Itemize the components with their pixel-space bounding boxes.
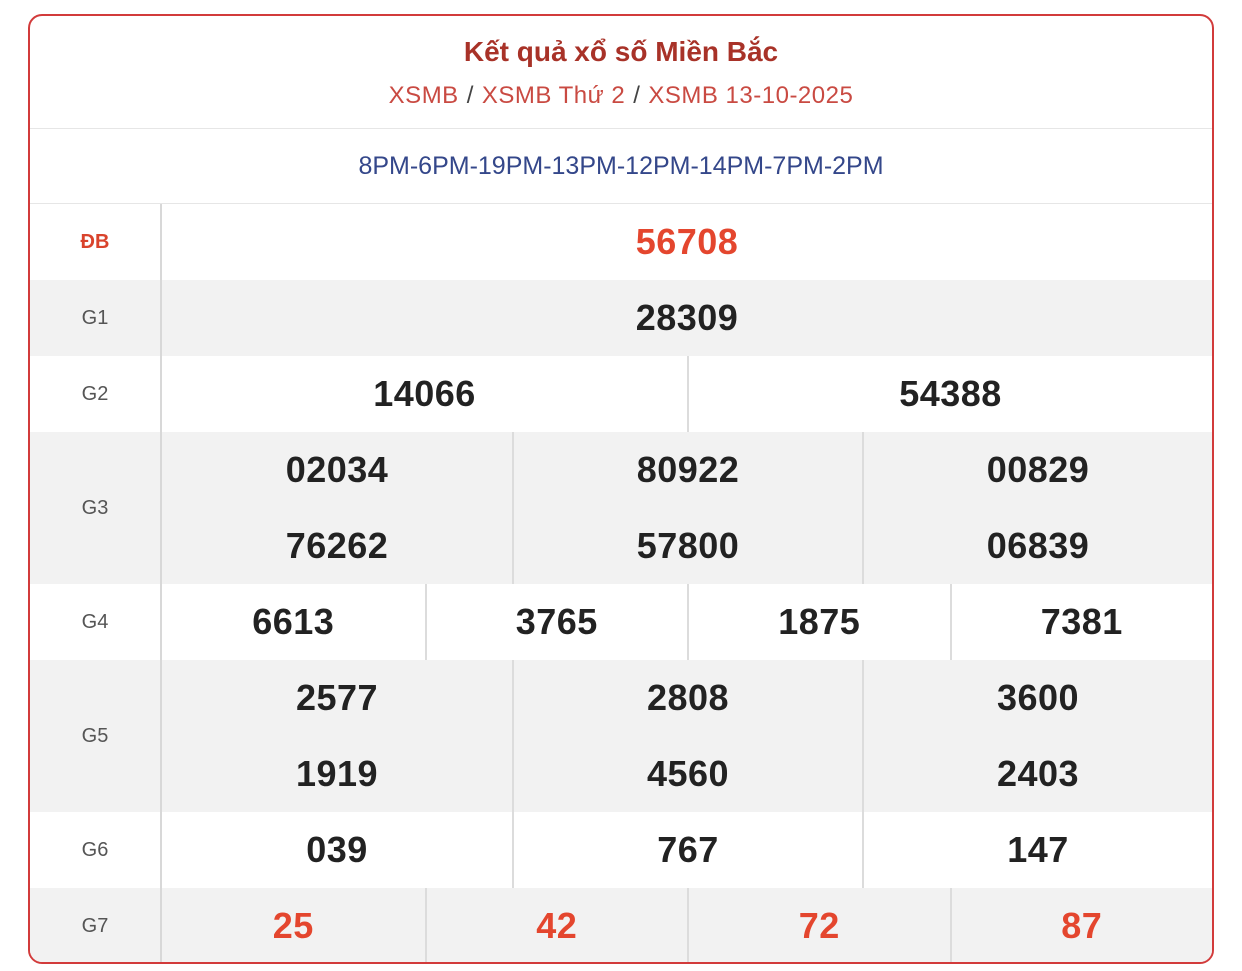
prize-number: 2808: [512, 660, 862, 736]
prize-number: 56708: [635, 221, 739, 262]
title: Kết quả xổ số Miền Bắc: [463, 36, 779, 67]
prize-label: G1: [30, 280, 162, 356]
prize-number: 2403: [862, 736, 1212, 812]
prize-number: 14066: [373, 373, 476, 414]
prize-number: 87: [949, 888, 1213, 962]
prize-label: G7: [30, 888, 162, 962]
prize-number: 42: [424, 888, 688, 962]
prize-number: 02034: [285, 449, 389, 490]
prize-row: [30, 432, 1212, 584]
prize-number: 57800: [512, 508, 862, 584]
prize-number: 80922: [512, 432, 862, 508]
prize-label: G2: [30, 356, 162, 432]
breadcrumb: XSMB / XSMB Thứ 2 / XSMB 13-10-2025: [30, 82, 1212, 110]
results-card: Kết quả xổ số Miền Bắc XSMB / XSMB Thứ 2/X…: [28, 14, 1214, 964]
prize-label: G6: [30, 812, 162, 888]
prize-label: ĐB: [30, 204, 162, 280]
breadcrumb-link[interactable]: XSMB 13-10-2025: [648, 82, 854, 109]
prize-label: G4: [30, 584, 162, 660]
separator: /: [633, 82, 641, 109]
header: Kết quả xổ số Miền Bắc XSMB / XSMB Thứ 2/X…: [30, 16, 1212, 129]
prize-number: 72: [687, 888, 950, 962]
prize-row: [30, 812, 1212, 888]
prize-number: 3600: [862, 660, 1212, 736]
prize-row: [30, 280, 1212, 356]
codes: 8PM-6PM-19PM-13PM-12PM-14PM-7PM-2PM: [30, 129, 1212, 204]
prize-number: 54388: [687, 356, 1212, 432]
breadcrumb-link[interactable]: XSMB: [388, 82, 459, 109]
prize-row: [30, 660, 1212, 812]
prize-number: 7381: [949, 584, 1213, 660]
prize-number: 00829: [862, 432, 1212, 508]
prize-row: [30, 584, 1212, 660]
prize-label: G3: [30, 432, 162, 584]
prize-number: 25: [272, 905, 314, 946]
prize-number: 28309: [635, 297, 739, 338]
prize-number: 039: [306, 829, 368, 870]
prize-number: 4560: [512, 736, 862, 812]
breadcrumb-link[interactable]: XSMB Thứ 2: [481, 82, 626, 109]
prize-number: 2577: [295, 677, 379, 718]
prize-label: G5: [30, 660, 162, 812]
prize-row: [30, 356, 1212, 432]
prize-row: [30, 888, 1212, 962]
prize-number: 6613: [252, 601, 335, 642]
prize-number: 147: [862, 812, 1212, 888]
prize-number: 76262: [285, 525, 389, 566]
prize-number: 06839: [862, 508, 1212, 584]
prize-number: 1875: [687, 584, 950, 660]
prize-number: 767: [512, 812, 862, 888]
prize-row: [30, 204, 1212, 280]
prize-number: 1919: [295, 753, 379, 794]
prize-number: 3765: [424, 584, 688, 660]
separator: /: [466, 82, 474, 109]
